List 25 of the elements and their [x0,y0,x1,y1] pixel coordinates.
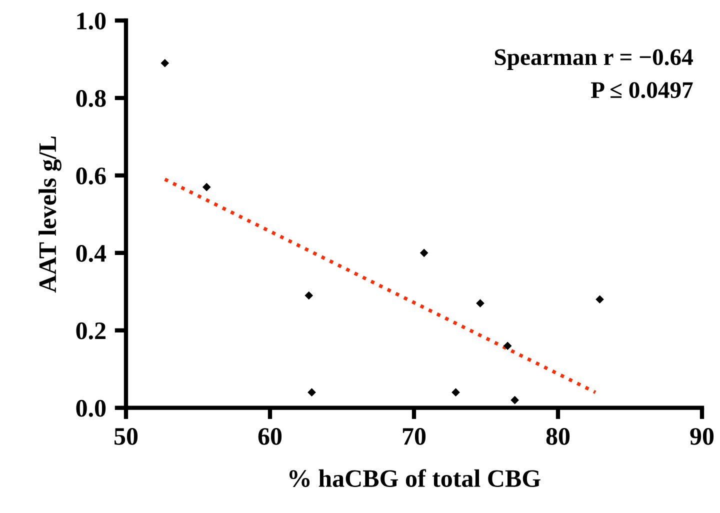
y-axis-title: AAT levels g/L [38,136,62,293]
point [202,182,211,192]
x-tick-label: 50 [114,428,138,445]
x-tick-label: 60 [258,428,282,445]
point [476,299,484,308]
y-tick-label: 0.4 [76,244,106,262]
x-axis-title: % haCBG of total CBG [289,469,540,488]
point [452,388,460,397]
point [304,291,314,300]
point [503,342,512,350]
point [510,396,519,404]
point [420,248,428,258]
y-tick-label: 0.6 [76,167,106,184]
x-tick-label: 80 [546,428,570,445]
y-tick-label: 0.2 [76,322,106,340]
point [160,58,170,68]
point [596,295,604,304]
y-tick-label: 0.8 [76,90,106,108]
y-tick-label: 1.0 [77,12,106,30]
x-tick-label: 90 [690,428,714,445]
annotation: Spearman r = −0.64 [494,49,693,70]
x-tick-label: 70 [402,428,426,445]
y-tick-label: 0.0 [76,400,106,417]
point [308,388,316,397]
annotation: P ≤ 0.0497 [590,82,693,98]
